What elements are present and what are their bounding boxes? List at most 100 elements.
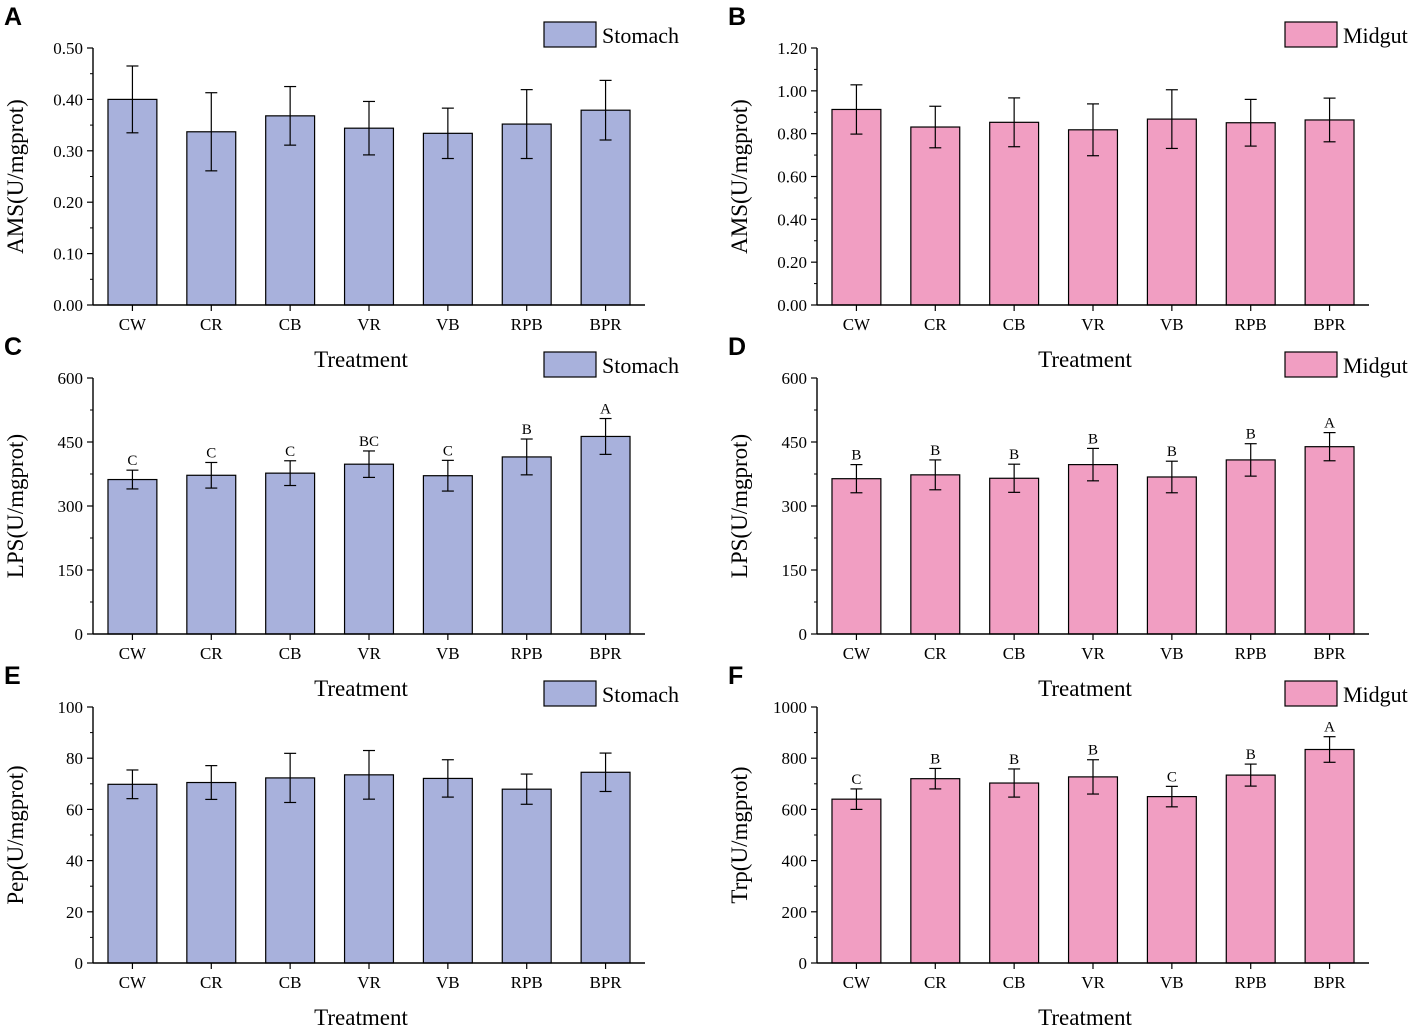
y-tick-label: 0.20 <box>53 193 83 212</box>
y-axis-title: AMS(U/mgprot) <box>3 99 28 254</box>
y-tick-label: 0.40 <box>777 210 807 229</box>
bar-cw <box>107 98 158 306</box>
bar-cw <box>107 478 158 635</box>
bar-cb <box>265 777 316 964</box>
x-tick-label: VB <box>1160 315 1184 334</box>
bar-cb <box>989 782 1040 964</box>
panel-letter: D <box>728 333 746 361</box>
bar-rpb <box>1225 774 1276 964</box>
bar-cr <box>910 126 961 306</box>
bar-rpb <box>501 788 552 964</box>
bar-vb <box>1146 118 1197 306</box>
y-tick-label: 0 <box>75 625 84 644</box>
bar-vr <box>1067 464 1119 635</box>
legend-label: Midgut <box>1343 682 1408 707</box>
bar-vb <box>1146 476 1197 635</box>
chart-panel-a: A Stomach 0.00 0.10 0.20 0.30 0.40 0.50 CW CR CB VR… <box>3 3 679 372</box>
bar-rpb <box>501 456 552 635</box>
significance-letter: B <box>851 448 861 464</box>
y-tick-label: 80 <box>66 749 83 768</box>
bar-vr <box>343 463 395 635</box>
panel-letter: A <box>4 3 22 31</box>
significance-letter: C <box>443 443 453 459</box>
x-tick-label: CW <box>843 315 871 334</box>
y-tick-label: 150 <box>782 561 808 580</box>
x-tick-label: CW <box>119 973 147 992</box>
x-tick-label: CB <box>279 315 302 334</box>
bar-cw <box>107 783 158 964</box>
y-tick-label: 60 <box>66 800 83 819</box>
bar-vb <box>422 132 473 306</box>
y-tick-label: 0.80 <box>777 125 807 144</box>
x-axis-title: Treatment <box>1038 1005 1132 1025</box>
y-tick-label: 450 <box>58 433 84 452</box>
x-tick-label: CR <box>924 644 947 663</box>
y-tick-label: 0.20 <box>777 253 807 272</box>
legend-label: Stomach <box>602 682 679 707</box>
bar-cw <box>831 478 882 635</box>
legend-label: Stomach <box>602 353 679 378</box>
x-tick-label: VR <box>1081 315 1105 334</box>
y-axis-title: Pep(U/mgprot) <box>3 765 28 904</box>
significance-letter: B <box>930 443 940 459</box>
x-tick-label: CW <box>843 973 871 992</box>
x-tick-label: CB <box>1003 973 1026 992</box>
y-tick-label: 300 <box>782 497 808 516</box>
bar-cb <box>989 121 1040 306</box>
x-tick-label: CB <box>1003 644 1026 663</box>
y-tick-label: 40 <box>66 852 83 871</box>
x-axis-title: Treatment <box>1038 347 1132 372</box>
significance-letter: B <box>1009 752 1019 768</box>
significance-letter: C <box>206 445 216 461</box>
x-axis-title: Treatment <box>314 676 408 701</box>
chart-panel-c: C Stomach 0 150 300 450 600 C CW C CR C CB BC VR C VB B RP… <box>3 333 679 701</box>
legend-swatch <box>543 21 597 48</box>
y-tick-label: 600 <box>782 800 808 819</box>
legend-swatch <box>1284 680 1338 707</box>
bar-cw <box>831 798 882 964</box>
chart-panel-e: E Stomach 0 20 40 60 80 100 CW CR CB VR VB RPB BPR Trea… <box>3 662 679 1025</box>
x-tick-label: RPB <box>1235 973 1267 992</box>
x-tick-label: CB <box>279 973 302 992</box>
x-tick-label: CW <box>119 644 147 663</box>
y-tick-label: 400 <box>782 852 808 871</box>
x-tick-label: CR <box>924 315 947 334</box>
x-axis-title: Treatment <box>1038 676 1132 701</box>
x-tick-label: VB <box>1160 973 1184 992</box>
bar-bpr <box>1304 748 1355 964</box>
x-tick-label: BPR <box>590 315 623 334</box>
x-tick-label: CR <box>200 315 223 334</box>
bar-vb <box>422 777 473 964</box>
bar-bpr <box>580 771 631 964</box>
y-tick-label: 1.00 <box>777 82 807 101</box>
x-tick-label: BPR <box>590 644 623 663</box>
y-axis-title: Trp(U/mgprot) <box>727 766 752 903</box>
x-tick-label: CR <box>200 973 223 992</box>
x-tick-label: CW <box>843 644 871 663</box>
bar-bpr <box>580 109 631 306</box>
y-tick-label: 100 <box>58 698 84 717</box>
x-tick-label: BPR <box>1314 644 1347 663</box>
x-tick-label: VB <box>436 973 460 992</box>
bar-cr <box>186 781 237 964</box>
x-tick-label: RPB <box>511 644 543 663</box>
x-tick-label: RPB <box>511 973 543 992</box>
significance-letter: A <box>600 402 611 418</box>
legend-label: Midgut <box>1343 353 1408 378</box>
legend-label: Stomach <box>602 23 679 48</box>
y-axis-title: LPS(U/mgprot) <box>727 434 752 578</box>
significance-letter: B <box>522 422 532 438</box>
x-tick-label: CB <box>279 644 302 663</box>
y-tick-label: 0.60 <box>777 168 807 187</box>
x-tick-label: RPB <box>511 315 543 334</box>
significance-letter: B <box>1009 447 1019 463</box>
panel-letter: E <box>4 662 21 690</box>
x-tick-label: BPR <box>1314 315 1347 334</box>
significance-letter: B <box>1088 743 1098 759</box>
y-tick-label: 0 <box>75 954 84 973</box>
y-tick-label: 800 <box>782 749 808 768</box>
significance-letter: B <box>930 751 940 767</box>
significance-letter: B <box>1088 431 1098 447</box>
y-tick-label: 0.00 <box>777 296 807 315</box>
